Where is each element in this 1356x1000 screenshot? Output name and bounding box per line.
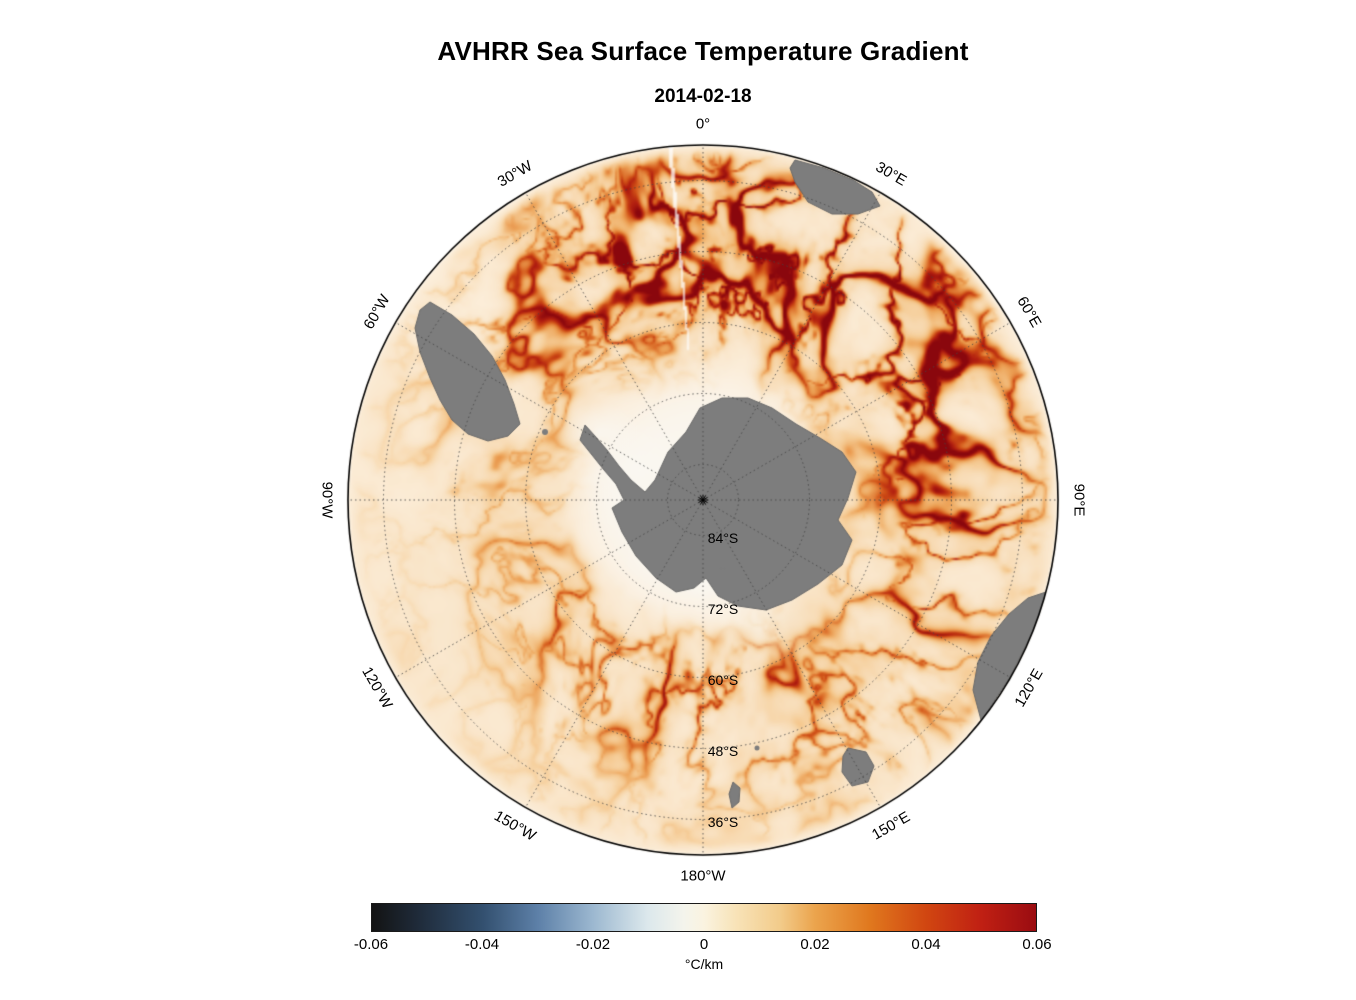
meridian-label-90e: 90°E <box>1070 483 1088 517</box>
colorbar-tick-4: 0.02 <box>800 936 830 953</box>
meridian-label-90w: 90°W <box>318 481 336 519</box>
parallel-label-84s: 84°S <box>707 529 739 546</box>
parallel-label-48s: 48°S <box>707 742 739 759</box>
colorbar: -0.06 -0.04 -0.02 0 0.02 0.04 0.06 °C/km <box>354 903 1052 972</box>
parallel-label-60s: 60°S <box>707 671 739 688</box>
colorbar-tick-6: 0.06 <box>1022 936 1052 953</box>
map-canvas <box>333 130 1073 870</box>
parallel-label-36s: 36°S <box>707 813 739 830</box>
colorbar-unit-label: °C/km <box>684 956 724 972</box>
parallel-label-72s: 72°S <box>707 600 739 617</box>
colorbar-tick-5: 0.04 <box>911 936 941 953</box>
meridian-label-180w: 180°W <box>680 867 726 885</box>
meridian-label-0: 0° <box>695 115 711 133</box>
colorbar-tick-0: -0.06 <box>353 936 389 953</box>
polar-map: 0° 30°E 60°E 90°E 120°E 150°E 180°W 150°… <box>319 116 1088 885</box>
chart-subtitle: 2014-02-18 <box>654 86 752 107</box>
colorbar-tick-1: -0.04 <box>464 936 500 953</box>
chart-title: AVHRR Sea Surface Temperature Gradient <box>437 36 969 66</box>
colorbar-ticks: -0.06 -0.04 -0.02 0 0.02 0.04 0.06 <box>354 936 1052 954</box>
colorbar-tick-2: -0.02 <box>575 936 611 953</box>
colorbar-tick-3: 0 <box>699 936 709 953</box>
colorbar-gradient <box>371 903 1037 932</box>
